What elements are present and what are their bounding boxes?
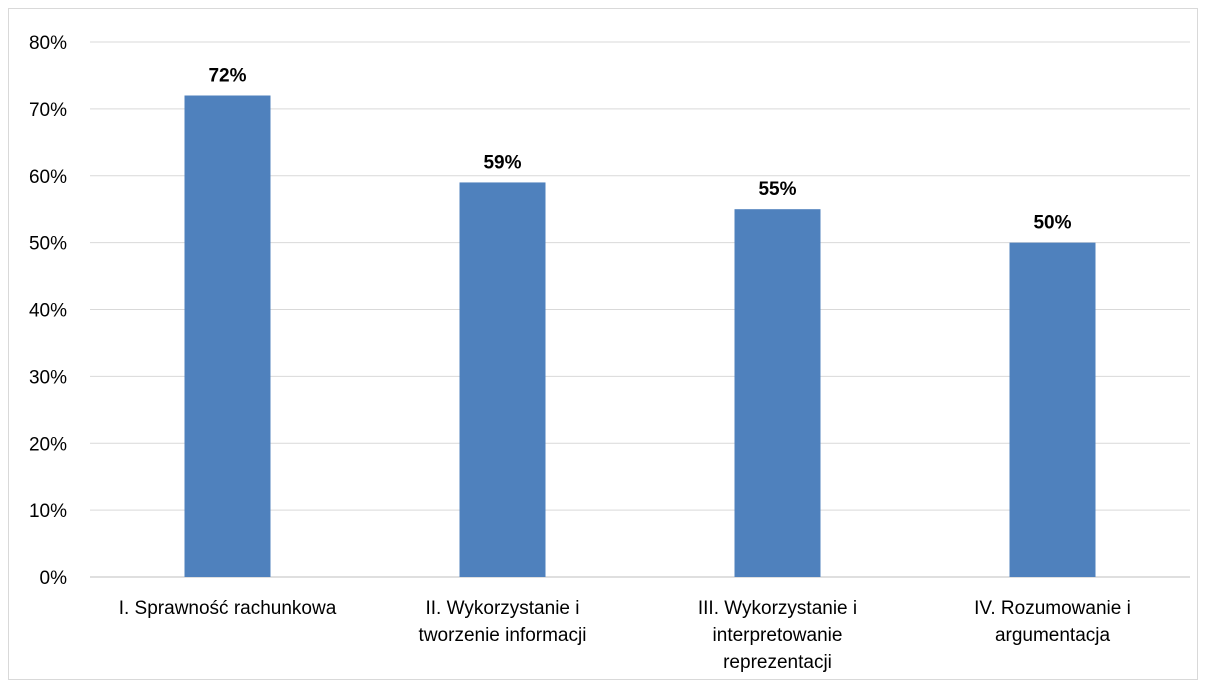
category-label: II. Wykorzystanie i (426, 598, 580, 619)
category-label: interpretowanie (713, 625, 843, 646)
category-label: I. Sprawność rachunkowa (119, 598, 337, 619)
y-tick-label: 50% (29, 234, 67, 255)
y-tick-label: 30% (29, 367, 67, 388)
data-label: 50% (1033, 213, 1071, 234)
bar (734, 209, 821, 577)
category-label: IV. Rozumowanie i (974, 598, 1131, 619)
y-tick-label: 40% (29, 301, 67, 322)
y-tick-label: 0% (40, 568, 68, 589)
bar (184, 95, 271, 577)
y-tick-label: 10% (29, 501, 67, 522)
y-tick-label: 20% (29, 434, 67, 455)
y-tick-label: 70% (29, 100, 67, 121)
y-tick-label: 60% (29, 167, 67, 188)
category-label: III. Wykorzystanie i (698, 598, 857, 619)
category-label: tworzenie informacji (419, 625, 587, 646)
bar (459, 182, 546, 577)
data-label: 55% (758, 179, 796, 200)
bars (184, 95, 1096, 577)
y-tick-label: 80% (29, 33, 67, 54)
data-labels: 72% 59% 55% 50% (208, 66, 1071, 234)
category-labels: I. Sprawność rachunkowa II. Wykorzystanie… (119, 598, 1131, 673)
bar (1009, 242, 1096, 577)
category-label: reprezentacji (723, 652, 832, 673)
data-label: 72% (208, 66, 246, 87)
y-axis-ticks: 0% 10% 20% 30% 40% 50% 60% 70% 80% (29, 33, 67, 589)
data-label: 59% (483, 152, 521, 173)
category-label: argumentacja (995, 625, 1111, 646)
gridlines (90, 41, 1190, 578)
